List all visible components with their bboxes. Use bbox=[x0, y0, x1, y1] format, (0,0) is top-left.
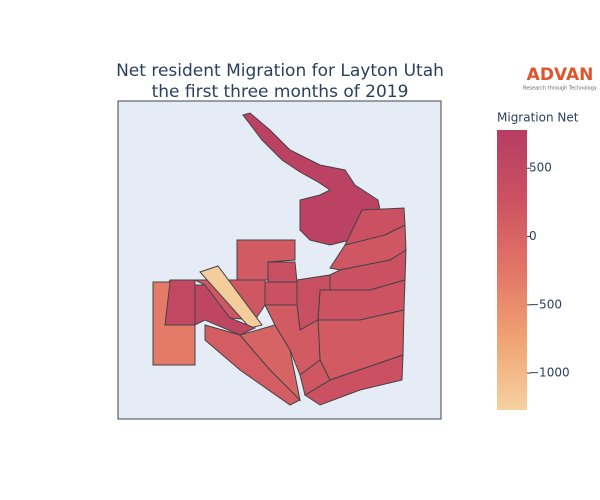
colorbar-title: Migration Net bbox=[497, 111, 579, 125]
colorbar-tick-label: −1000 bbox=[529, 366, 570, 380]
colorbar bbox=[497, 130, 527, 410]
region bbox=[264, 281, 298, 306]
title-line: Net resident Migration for Layton Utah bbox=[116, 61, 444, 81]
logo-name: ADVAN bbox=[527, 65, 594, 85]
region bbox=[299, 359, 331, 396]
colorbar-tick-label: 500 bbox=[529, 161, 552, 175]
region bbox=[194, 284, 257, 336]
title-line: the first three months of 2019 bbox=[152, 82, 409, 102]
region bbox=[199, 265, 263, 329]
logo-tagline: Research through Technology bbox=[523, 86, 597, 92]
colorbar-tick-label: −500 bbox=[529, 297, 562, 311]
region bbox=[239, 324, 301, 402]
region bbox=[267, 261, 298, 283]
colorbar-tick-label: 0 bbox=[529, 229, 537, 243]
